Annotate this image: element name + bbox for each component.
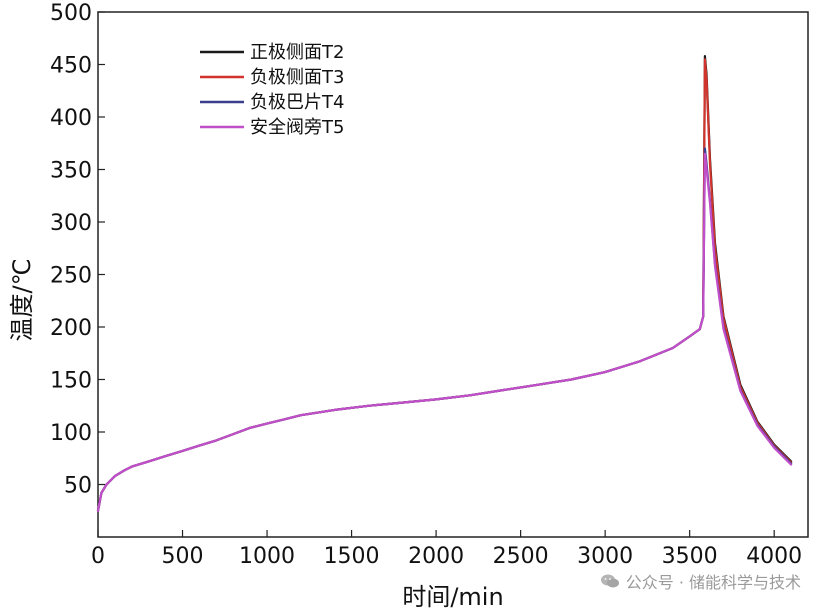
series-line-1 bbox=[96, 54, 793, 512]
x-tick-label: 2000 bbox=[408, 544, 464, 569]
legend-label: 正极侧面T2 bbox=[250, 42, 344, 63]
x-tick-label: 500 bbox=[162, 544, 204, 569]
legend-label: 安全阀旁T5 bbox=[250, 117, 344, 138]
y-tick-label: 500 bbox=[50, 1, 92, 26]
y-axis-title: 温度/℃ bbox=[8, 258, 36, 341]
watermark-text: 公众号 · 储能科学与技术 bbox=[625, 573, 801, 592]
series-line-4 bbox=[96, 152, 793, 512]
y-tick-label: 350 bbox=[50, 159, 92, 184]
x-axis-title: 时间/min bbox=[402, 583, 503, 611]
x-tick-label: 0 bbox=[91, 544, 105, 569]
y-tick-label: 300 bbox=[50, 211, 92, 236]
wechat-icon bbox=[600, 574, 619, 588]
y-tick-label: 150 bbox=[50, 369, 92, 394]
y-tick-label: 450 bbox=[50, 54, 92, 79]
watermark: 公众号 · 储能科学与技术 bbox=[600, 569, 801, 593]
y-tick-label: 250 bbox=[50, 264, 92, 289]
x-tick-label: 4000 bbox=[746, 544, 802, 569]
y-tick-label: 200 bbox=[50, 316, 92, 341]
legend-label: 负极侧面T3 bbox=[250, 67, 344, 88]
series-line-3 bbox=[96, 147, 793, 512]
legend-label: 负极巴片T4 bbox=[250, 92, 344, 113]
plot-frame bbox=[97, 11, 809, 538]
x-tick-label: 2500 bbox=[493, 544, 549, 569]
x-tick-label: 3500 bbox=[662, 544, 718, 569]
x-tick-label: 1000 bbox=[239, 544, 295, 569]
y-tick-label: 100 bbox=[50, 421, 92, 446]
legend: 正极侧面T2 负极侧面T3 负极巴片T4 安全阀旁T5 bbox=[200, 42, 344, 138]
y-tick-label: 50 bbox=[64, 474, 92, 499]
x-axis: 0 500 1000 1500 2000 2500 3000 3500 4000 bbox=[91, 530, 802, 569]
y-tick-label: 400 bbox=[50, 106, 92, 131]
series-lines bbox=[96, 54, 793, 512]
x-tick-label: 1500 bbox=[324, 544, 380, 569]
x-tick-label: 3000 bbox=[577, 544, 633, 569]
y-axis: 50 100 150 200 250 300 350 400 450 500 bbox=[50, 1, 105, 499]
